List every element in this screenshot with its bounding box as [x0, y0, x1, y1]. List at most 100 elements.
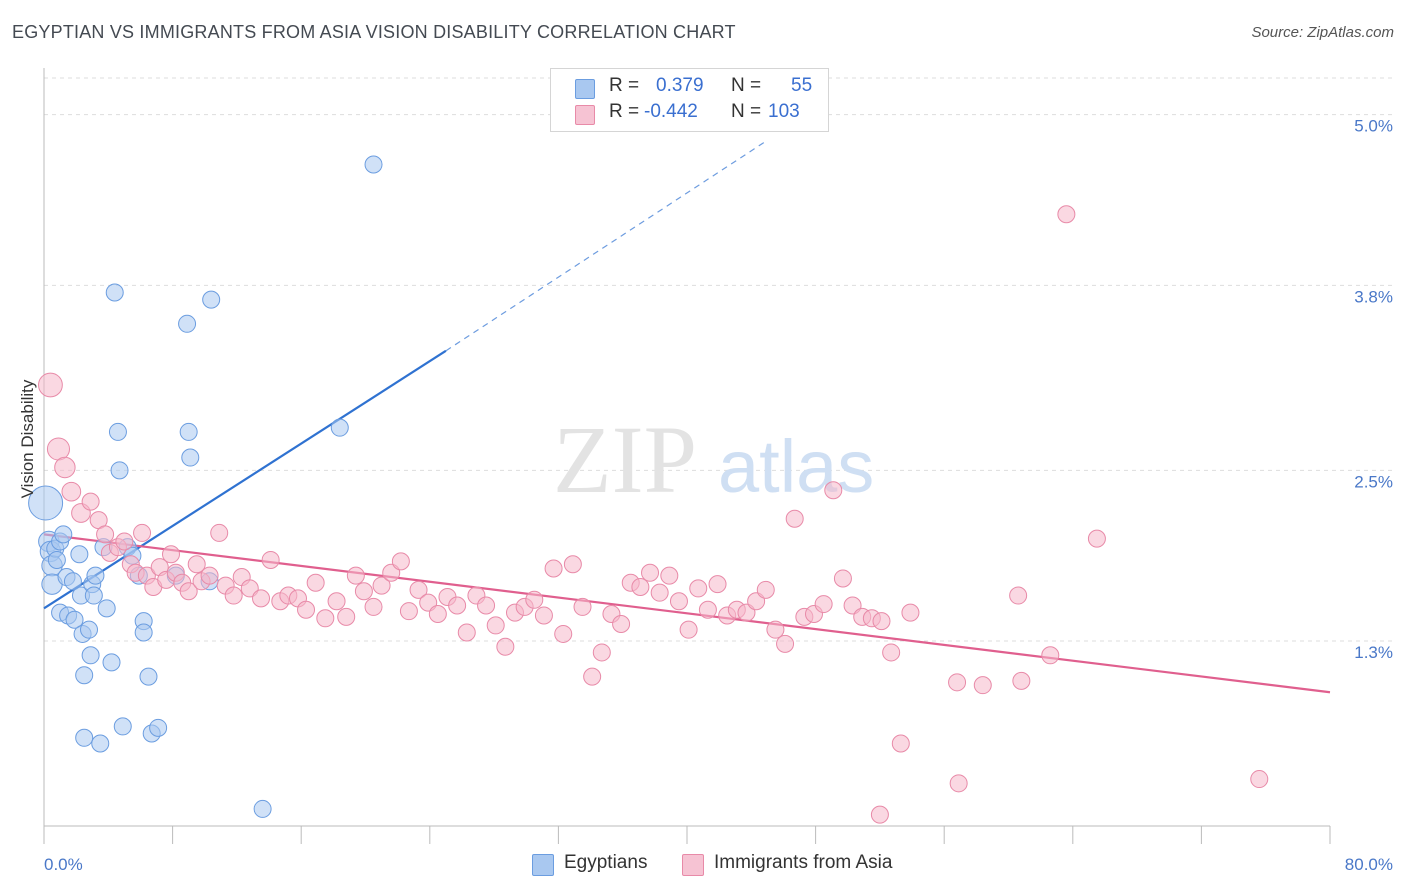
point-asia: [1250, 770, 1269, 789]
point-asia: [1057, 205, 1076, 224]
point-asia: [949, 774, 968, 793]
point-asia: [631, 577, 650, 596]
trendline-solid: [43, 349, 447, 610]
series-legend: Egyptians Immigrants from Asia: [0, 852, 1406, 878]
point-asia: [1012, 671, 1031, 690]
point-asia: [115, 532, 134, 551]
point-egyptians: [139, 667, 158, 686]
point-asia: [409, 580, 428, 599]
point-asia: [399, 602, 418, 621]
legend-n-label: N =: [731, 101, 762, 122]
point-egyptians: [81, 646, 100, 665]
point-asia: [833, 569, 852, 588]
watermark: ZIP atlas: [553, 406, 874, 513]
trendline-solid: [43, 533, 1331, 694]
point-egyptians: [75, 728, 94, 747]
point-asia: [306, 573, 325, 592]
point-asia: [364, 597, 383, 616]
point-asia: [54, 456, 76, 479]
point-egyptians: [54, 525, 73, 544]
point-asia: [660, 566, 679, 585]
point-egyptians: [91, 734, 110, 753]
point-asia: [525, 590, 544, 609]
tick-labels: 1.3% 2.5% 3.8% 5.0% 0.0% 80.0% Vision Disabili…: [18, 117, 1393, 874]
legend-n-value: 55: [791, 75, 813, 96]
point-egyptians: [134, 623, 153, 642]
point-asia: [872, 612, 891, 631]
point-asia: [554, 624, 573, 643]
point-asia: [785, 509, 804, 528]
point-egyptians: [63, 572, 82, 591]
legend-swatch-blue: [575, 79, 595, 99]
point-asia: [187, 555, 206, 574]
point-asia: [457, 623, 476, 642]
point-asia: [948, 673, 967, 692]
point-egyptians: [330, 418, 349, 437]
point-asia: [573, 597, 592, 616]
point-asia: [46, 437, 71, 461]
x-tick-label: 0.0%: [44, 855, 83, 874]
point-asia: [891, 734, 910, 753]
point-egyptians: [65, 610, 84, 629]
point-asia: [583, 667, 602, 686]
point-asia: [179, 582, 198, 601]
point-egyptians: [105, 283, 124, 302]
point-asia: [486, 616, 505, 635]
point-egyptians: [97, 599, 116, 618]
point-asia: [1041, 646, 1060, 665]
point-egyptians: [364, 155, 383, 174]
watermark-atlas: atlas: [718, 425, 874, 508]
point-asia: [496, 637, 515, 656]
point-asia: [316, 609, 335, 628]
point-egyptians: [110, 461, 129, 480]
point-asia: [161, 545, 180, 564]
point-egyptians: [86, 566, 105, 585]
legend-r-value: -0.442: [644, 101, 698, 122]
point-egyptians: [113, 717, 132, 736]
point-egyptians: [80, 620, 99, 639]
points-layer: [28, 155, 1269, 824]
point-asia: [391, 552, 410, 571]
point-egyptians: [181, 448, 200, 467]
point-egyptians: [202, 290, 221, 309]
y-tick-label: 3.8%: [1354, 287, 1393, 306]
point-asia: [756, 580, 775, 599]
point-asia: [882, 643, 901, 662]
trendlines: [43, 139, 1331, 694]
point-asia: [297, 600, 316, 619]
point-asia: [544, 559, 563, 578]
point-asia: [814, 595, 833, 614]
correlation-legend: R = 0.379 N = 55 R = -0.442 N = 103: [550, 68, 829, 132]
point-egyptians: [179, 422, 198, 441]
point-asia: [428, 605, 447, 624]
point-egyptians: [75, 666, 94, 685]
y-tick-label: 2.5%: [1354, 472, 1393, 491]
point-egyptians: [108, 422, 127, 441]
point-egyptians: [102, 653, 121, 672]
point-asia: [477, 596, 496, 615]
point-asia: [612, 614, 631, 633]
point-asia: [650, 583, 669, 602]
point-asia: [346, 566, 365, 585]
legend-r-label: R =: [609, 101, 640, 122]
y-tick-label: 5.0%: [1354, 117, 1393, 136]
point-asia: [901, 603, 920, 622]
point-asia: [766, 620, 785, 639]
legend-label-egyptians: Egyptians: [564, 852, 648, 873]
point-asia: [133, 523, 152, 542]
point-asia: [261, 550, 280, 569]
point-egyptians: [47, 550, 66, 569]
point-asia: [1009, 586, 1028, 605]
point-egyptians: [149, 718, 168, 737]
point-egyptians: [70, 545, 89, 564]
point-asia: [240, 579, 259, 598]
legend-n-value: 103: [768, 101, 800, 122]
point-asia: [200, 566, 219, 585]
x-tick-label: 80.0%: [1345, 855, 1393, 874]
point-asia: [61, 481, 82, 502]
legend-label-asia: Immigrants from Asia: [714, 852, 893, 873]
chart-title: EGYPTIAN VS IMMIGRANTS FROM ASIA VISION …: [12, 22, 736, 42]
point-asia: [96, 525, 115, 544]
point-asia: [973, 676, 992, 695]
